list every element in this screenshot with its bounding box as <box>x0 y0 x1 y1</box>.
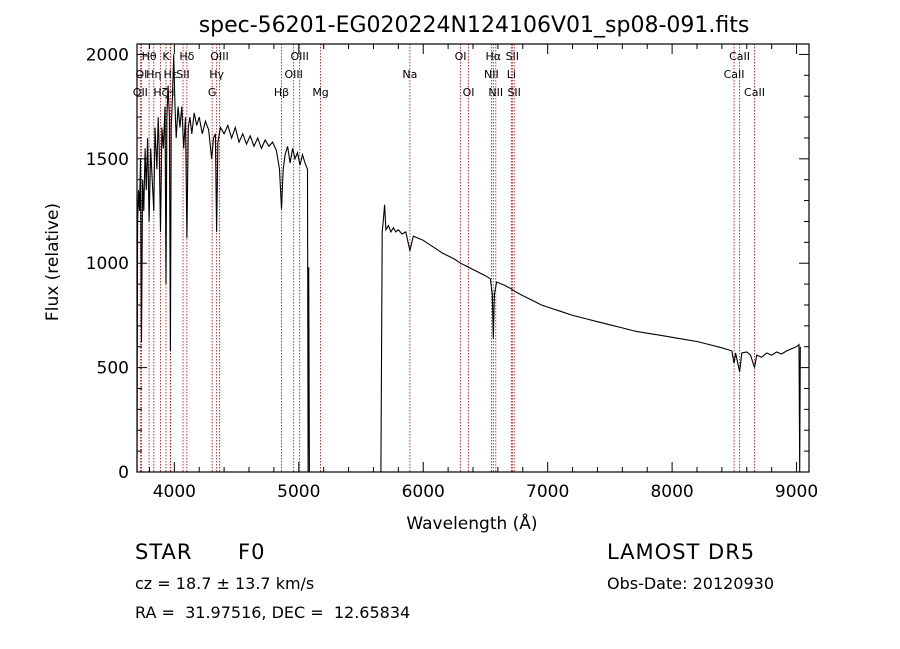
line-label-11: Hγ <box>209 68 224 81</box>
line-label-21: Hα <box>486 50 502 63</box>
line-label-19: OI <box>463 86 475 99</box>
x-tick-label-0: 4000 <box>153 482 196 502</box>
x-tick-label-1: 5000 <box>277 482 320 502</box>
obs-date-text: Obs-Date: 20120930 <box>607 574 775 593</box>
line-label-8: SII <box>176 68 189 81</box>
x-tick-label-3: 7000 <box>526 482 569 502</box>
survey-label: LAMOST DR5 <box>607 540 756 564</box>
line-label-16: Mg <box>312 86 328 99</box>
line-label-25: SII <box>507 86 520 99</box>
line-label-12: OIII <box>210 50 228 63</box>
line-label-13: Hβ <box>274 86 289 99</box>
x-axis-ticks: 4000 5000 6000 7000 8000 9000 <box>148 44 818 502</box>
redshift-text: cz = 18.7 ± 13.7 km/s <box>135 574 315 593</box>
plot-frame <box>136 43 810 473</box>
line-label-15: OIII <box>290 50 308 63</box>
line-label-4: Hζ <box>153 86 167 99</box>
line-label-10: G <box>208 86 217 99</box>
y-tick-label-1: 500 <box>97 359 129 379</box>
line-label-9: Hδ <box>179 50 194 63</box>
line-label-2: Hθ <box>142 50 157 63</box>
x-axis-label: Wavelength (Å) <box>406 512 537 534</box>
y-tick-label-0: 0 <box>118 463 129 483</box>
line-label-1: OI <box>136 68 148 81</box>
y-tick-label-4: 2000 <box>86 45 129 65</box>
line-label-24: SII <box>506 50 519 63</box>
subclass-label: F0 <box>238 540 266 564</box>
class-label: STAR <box>135 540 193 564</box>
line-label-3: Hη <box>146 68 161 81</box>
line-label-27: CaII <box>729 50 750 63</box>
line-label-20: NII <box>484 68 499 81</box>
y-axis-ticks: 0 500 1000 1500 2000 <box>86 45 809 483</box>
line-label-22: NII <box>488 86 503 99</box>
line-label-14: OIII <box>284 68 302 81</box>
line-label-0: OII <box>133 86 148 99</box>
line-label-18: OI <box>455 50 467 63</box>
line-label-26: CaII <box>724 68 745 81</box>
x-tick-label-2: 6000 <box>402 482 445 502</box>
line-markers <box>139 44 755 472</box>
line-label-17: Na <box>402 68 417 81</box>
line-label-6: H <box>166 86 174 99</box>
x-tick-label-4: 8000 <box>650 482 693 502</box>
coordinates-text: RA = 31.97516, DEC = 12.65834 <box>135 603 411 622</box>
line-label-5: K <box>162 50 170 63</box>
y-tick-label-2: 1000 <box>86 254 129 274</box>
x-tick-label-5: 9000 <box>775 482 818 502</box>
y-tick-label-3: 1500 <box>86 150 129 170</box>
spectrum-series <box>136 54 801 473</box>
chart-title: spec-56201-EG020224N124106V01_sp08-091.f… <box>199 13 750 38</box>
line-label-28: CaII <box>744 86 765 99</box>
y-axis-label: Flux (relative) <box>43 203 63 321</box>
line-label-23: Li <box>507 68 516 81</box>
line-labels: OIIOIHθHηHζKHHεSIIHδGHγOIIIHβOIIIOIIIMgN… <box>133 50 765 99</box>
